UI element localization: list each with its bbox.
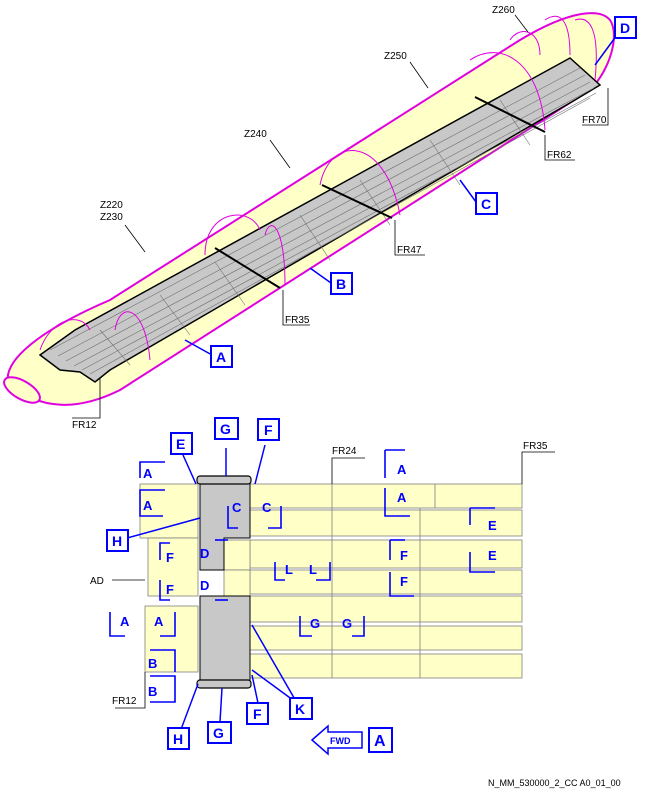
svg-text:H: H: [173, 731, 183, 747]
detail-callout-k: K: [289, 697, 313, 720]
detail-frame-label-fr12: FR12: [112, 696, 137, 707]
forward-direction-arrow: FWD: [310, 724, 363, 756]
svg-text:K: K: [295, 701, 305, 717]
section-e-2: E: [488, 548, 497, 563]
zone-label-z250: Z250: [384, 51, 407, 62]
section-d-2: D: [200, 578, 209, 593]
section-a-3: A: [397, 462, 407, 477]
svg-text:F: F: [264, 422, 273, 438]
detail-frame-label-fr24: FR24: [332, 446, 357, 457]
document-reference: N_MM_530000_2_CC A0_01_00: [488, 778, 621, 788]
svg-text:A: A: [216, 349, 226, 365]
detail-frame-label-fr35: FR35: [523, 441, 548, 452]
callout-c: C: [475, 192, 498, 215]
section-d-1: D: [200, 546, 209, 561]
leader-lines: [72, 14, 609, 419]
frame-label-fr70: FR70: [582, 115, 607, 126]
detail-view-a: FR24 FR35 FR12 AD: [90, 417, 555, 756]
section-f-3: F: [400, 548, 408, 563]
frame-label-fr12: FR12: [72, 420, 97, 431]
detail-callout-h-top: H: [106, 529, 129, 552]
detail-frame-leaders: [112, 451, 555, 709]
svg-text:A: A: [374, 733, 386, 750]
zone-label-z260: Z260: [492, 5, 515, 16]
section-l-1: L: [285, 562, 293, 577]
detail-callout-f-top: F: [257, 418, 280, 441]
fuselage-illustration: Z220 Z230 Z240 Z250 Z260 FR12 FR35 FR47 …: [3, 5, 637, 431]
floor-zone-dividers: [214, 96, 546, 289]
callout-b: B: [330, 272, 353, 295]
section-a-2: A: [143, 498, 153, 513]
section-a-5: A: [120, 614, 130, 629]
detail-ad-label: AD: [90, 576, 104, 587]
callout-d: D: [614, 16, 637, 39]
section-f-2: F: [166, 582, 174, 597]
section-b-2: B: [148, 684, 157, 699]
floor-panel-grid: [49, 67, 597, 375]
detail-callout-e: E: [170, 432, 193, 455]
frame-label-fr47: FR47: [397, 245, 422, 256]
detail-fittings: [196, 475, 252, 689]
view-label-a: A: [368, 727, 393, 753]
zone-label-z220: Z220: [100, 200, 123, 211]
svg-text:D: D: [620, 20, 630, 36]
fuselage-nose-section: [3, 376, 41, 404]
svg-text:H: H: [112, 533, 122, 549]
svg-text:G: G: [213, 725, 224, 741]
detail-callout-g-bottom: G: [207, 721, 232, 744]
svg-text:G: G: [220, 421, 231, 437]
detail-callout-leaders: [126, 444, 298, 733]
section-l-2: L: [309, 562, 317, 577]
frame-arcs: [39, 15, 597, 361]
section-g-2: G: [342, 616, 352, 631]
section-arrows: [109, 449, 495, 703]
section-e-1: E: [488, 518, 497, 533]
section-a-4: A: [397, 490, 407, 505]
detail-callout-g-top: G: [214, 417, 239, 440]
frame-label-fr35: FR35: [285, 315, 310, 326]
callout-a: A: [210, 345, 233, 368]
section-c-1: C: [232, 500, 242, 515]
detail-callout-h-bottom: H: [167, 727, 190, 750]
svg-text:E: E: [176, 436, 185, 452]
svg-text:F: F: [253, 706, 262, 722]
section-f-1: F: [166, 550, 174, 565]
detail-floor-panels: [139, 483, 523, 679]
detail-callout-f-bottom: F: [246, 702, 269, 725]
section-a-6: A: [154, 614, 164, 629]
detail-panel-dividers: [331, 484, 436, 678]
section-f-4: F: [400, 574, 408, 589]
svg-text:B: B: [336, 276, 346, 292]
floor-panels: [38, 57, 602, 383]
fwd-label: FWD: [330, 736, 351, 746]
section-a-1: A: [143, 466, 153, 481]
section-b-1: B: [148, 656, 157, 671]
section-c-2: C: [262, 500, 272, 515]
zone-label-z230: Z230: [100, 212, 123, 223]
section-g-1: G: [310, 616, 320, 631]
svg-text:C: C: [481, 196, 491, 212]
callout-leaders: [184, 34, 618, 356]
zone-label-z240: Z240: [244, 129, 267, 140]
frame-label-fr62: FR62: [547, 150, 572, 161]
